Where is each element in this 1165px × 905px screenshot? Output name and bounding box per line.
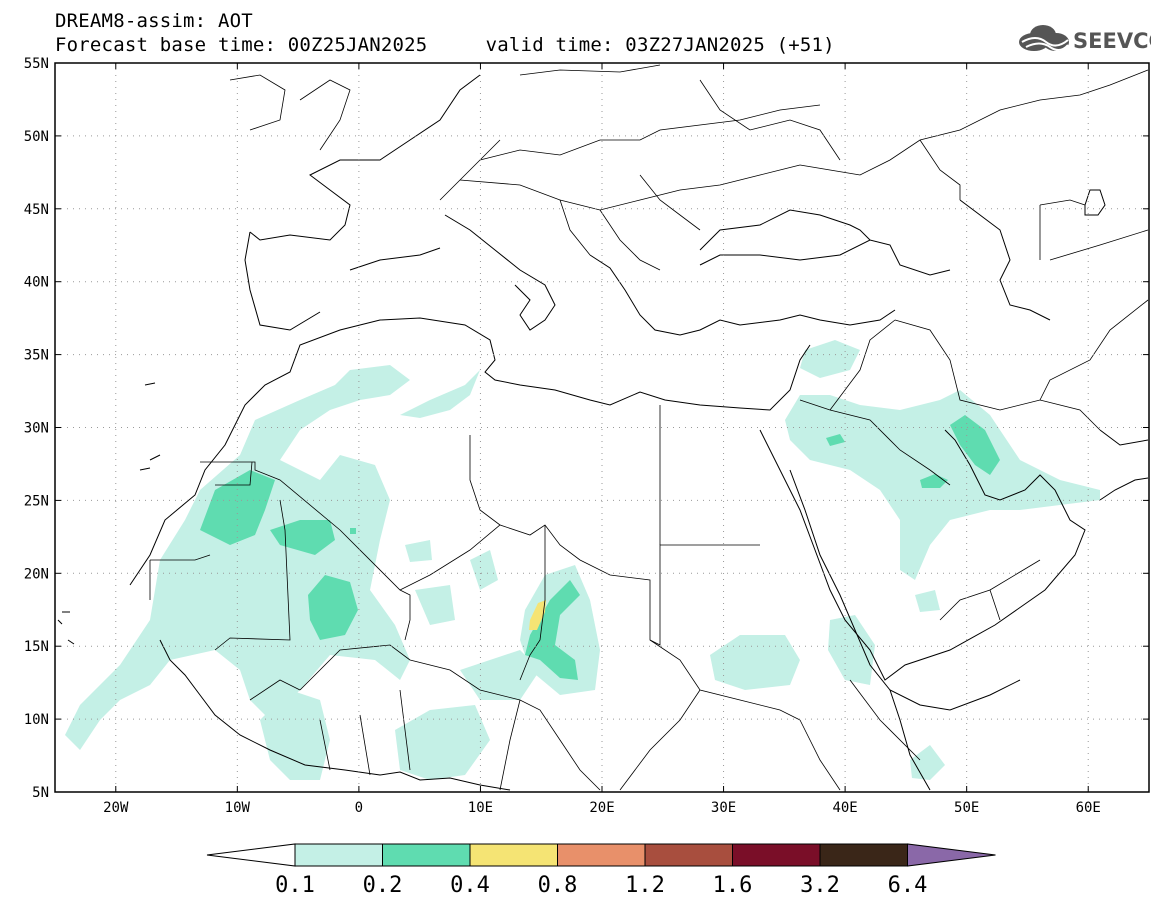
- lat-tick-label: 50N: [24, 129, 49, 145]
- colorbar-box: [469, 843, 558, 867]
- lon-tick-label: 20W: [103, 800, 129, 816]
- latitude-labels: 5N 10N 15N 20N 25N 30N 35N 40N 45N 50N 55N: [24, 56, 49, 801]
- lat-tick-label: 40N: [24, 275, 49, 291]
- colorbar-upper-extend: [907, 843, 996, 867]
- colorbar-box: [382, 843, 471, 867]
- lon-tick-label: 10E: [468, 800, 493, 816]
- lon-tick-label: 60E: [1076, 800, 1101, 816]
- lon-tick-label: 50E: [954, 800, 979, 816]
- aot-band-0.4-0.8: [529, 600, 546, 630]
- lat-tick-label: 55N: [24, 56, 49, 72]
- forecast-times: Forecast base time: 00Z25JAN2025 valid t…: [55, 34, 835, 56]
- lon-tick-label: 40E: [832, 800, 857, 816]
- colorbar-label: 0.2: [363, 873, 403, 898]
- graticule: [55, 63, 1149, 792]
- chart-title: DREAM8-assim: AOT: [55, 10, 253, 32]
- colorbar-label: 0.4: [450, 873, 490, 898]
- colorbar-box: [819, 843, 908, 867]
- axis-ticks: [55, 62, 1149, 793]
- colorbar-lower-extend: [206, 843, 296, 867]
- lat-tick-label: 20N: [24, 566, 49, 582]
- colorbar-label: 6.4: [888, 873, 928, 898]
- coastlines: [57, 74, 1149, 791]
- colorbar-box: [294, 843, 383, 867]
- lat-tick-label: 15N: [24, 639, 49, 655]
- lon-tick-label: 20E: [589, 800, 614, 816]
- longitude-labels: 20W 10W 0 10E 20E 30E 40E 50E 60E: [103, 800, 1101, 816]
- aot-band-0.1-0.2: [65, 340, 1100, 780]
- lon-tick-label: 30E: [711, 800, 736, 816]
- borders: [149, 64, 1149, 791]
- seevccc-logo: SEEVCCC: [1019, 25, 1151, 53]
- lat-tick-label: 10N: [24, 712, 49, 728]
- colorbar-label: 3.2: [800, 873, 840, 898]
- lon-tick-label: 0: [355, 800, 363, 816]
- lat-tick-label: 30N: [24, 421, 49, 437]
- lat-tick-label: 45N: [24, 202, 49, 218]
- lat-tick-label: 5N: [32, 785, 49, 801]
- lon-tick-label: 10W: [225, 800, 251, 816]
- colorbar-label: 0.1: [275, 873, 315, 898]
- colorbar-box: [732, 843, 821, 867]
- colorbar-label: 1.2: [625, 873, 665, 898]
- colorbar-box: [644, 843, 733, 867]
- colorbar: 0.1 0.2 0.4 0.8 1.2 1.6 3.2 6.4: [206, 843, 996, 898]
- colorbar-label: 0.8: [538, 873, 578, 898]
- lat-tick-label: 35N: [24, 348, 49, 364]
- colorbar-label: 1.6: [713, 873, 753, 898]
- colorbar-box: [557, 843, 646, 867]
- logo-text: SEEVCCC: [1073, 29, 1151, 53]
- lat-tick-label: 25N: [24, 493, 49, 509]
